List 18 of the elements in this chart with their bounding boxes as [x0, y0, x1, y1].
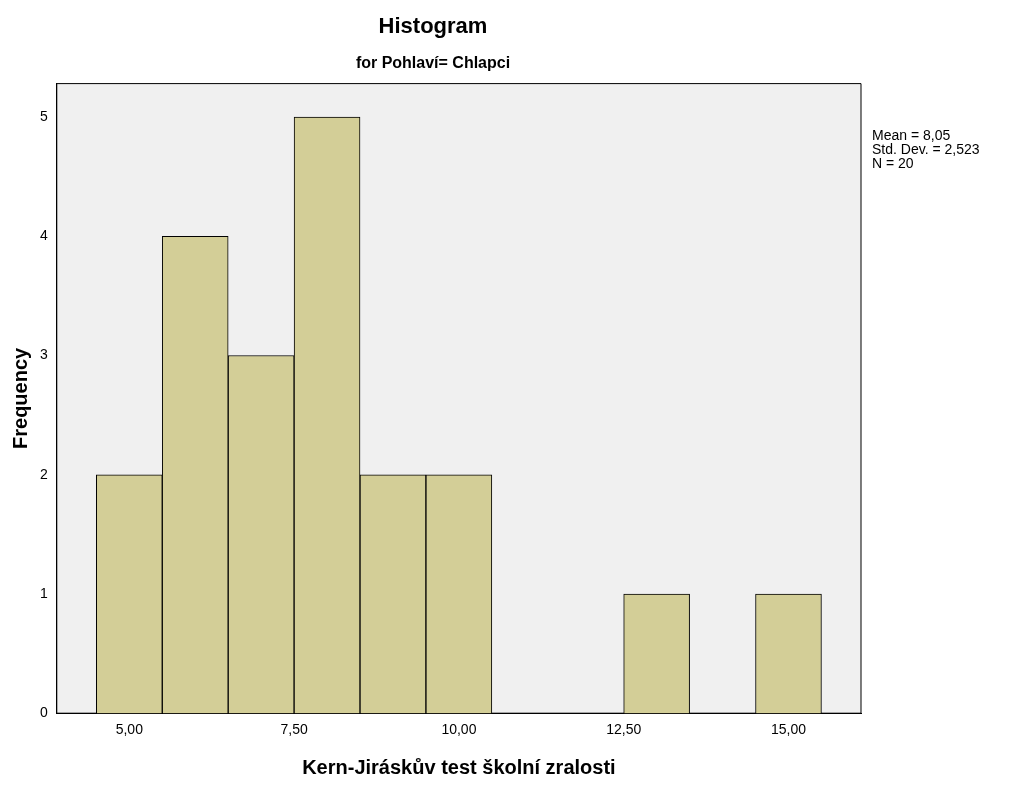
y-tick-label: 5	[39, 107, 48, 124]
x-tick-label: 7,50	[280, 721, 308, 738]
chart-subtitle: for Pohlaví= Chlapci	[355, 54, 511, 72]
text: N = 20	[872, 155, 915, 171]
text: Std. Dev. = 2,523	[872, 141, 980, 157]
y-tick-label: 1	[39, 584, 48, 601]
y-tick-label: 0	[39, 704, 48, 721]
y-tick-label: 2	[39, 465, 48, 482]
x-tick-label: 10,00	[441, 721, 477, 738]
x-axis-title: Kern-Jiráskův test školní zralosti	[302, 755, 616, 778]
y-tick-label: 3	[39, 346, 48, 363]
x-tick-label: 12,50	[606, 721, 642, 738]
x-tick-label: 15,00	[770, 721, 807, 738]
chart-title: Histogram	[378, 13, 488, 39]
x-tick-label: 5,00	[115, 721, 144, 738]
y-tick-label: 4	[39, 227, 48, 244]
text: Mean = 8,05	[872, 127, 952, 143]
y-axis-title: Frequency	[8, 346, 31, 449]
